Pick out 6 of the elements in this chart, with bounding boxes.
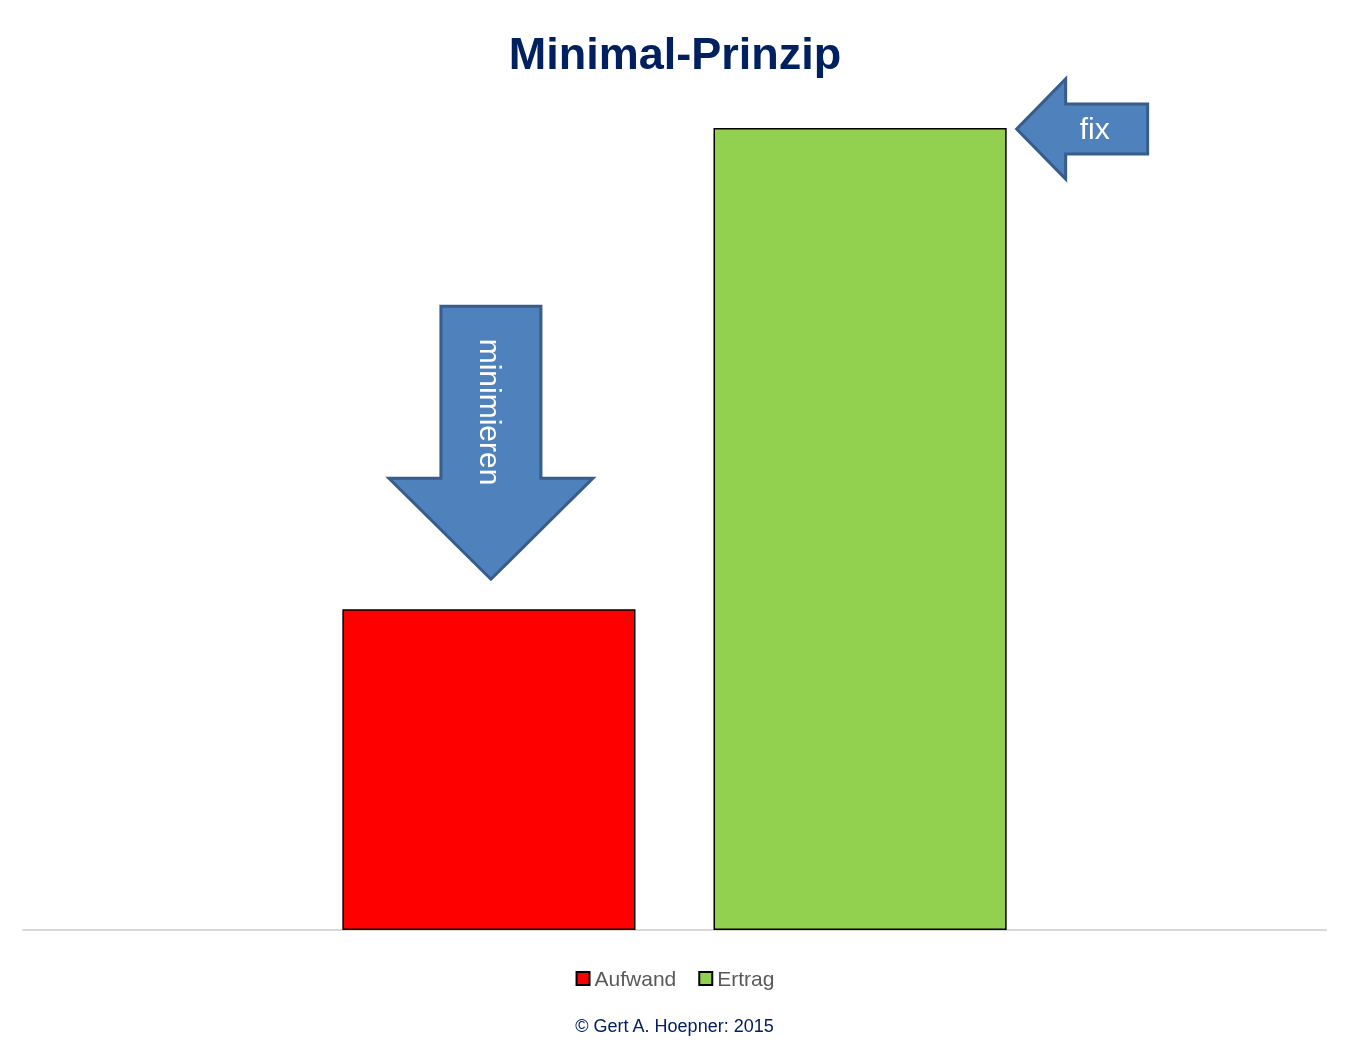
chart-title: Minimal-Prinzip <box>508 28 842 79</box>
legend-label: Ertrag <box>717 967 775 990</box>
annotation: minimieren <box>474 338 508 486</box>
legend-label: Aufwand <box>594 967 677 990</box>
text: © Gert A. Hoepner: 2015 <box>575 1016 774 1036</box>
annotation: fix <box>1079 112 1110 145</box>
